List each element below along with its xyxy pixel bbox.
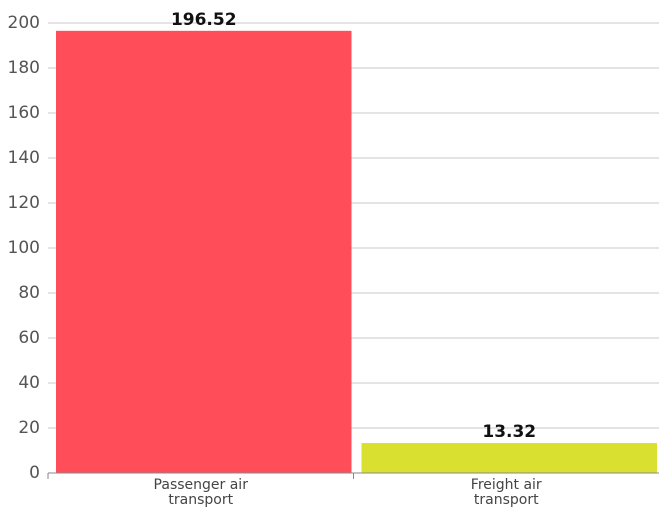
x-tick-label: Freight air transport (470, 477, 542, 508)
bar (361, 443, 657, 473)
y-tick-label: 200 (8, 13, 40, 33)
y-tick-label: 140 (8, 148, 40, 168)
x-tick-label: Passenger air transport (153, 477, 248, 508)
data-label: 13.32 (482, 422, 536, 442)
data-label: 196.52 (171, 10, 237, 30)
y-tick-label: 40 (18, 373, 40, 393)
y-tick-label: 160 (8, 103, 40, 123)
y-tick-label: 180 (8, 58, 40, 78)
y-tick-label: 80 (18, 283, 40, 303)
y-tick-label: 60 (18, 328, 40, 348)
y-tick-label: 120 (8, 193, 40, 213)
y-tick-label: 20 (18, 418, 40, 438)
y-tick-label: 0 (29, 463, 40, 483)
y-tick-label: 100 (8, 238, 40, 258)
bar (56, 30, 352, 474)
